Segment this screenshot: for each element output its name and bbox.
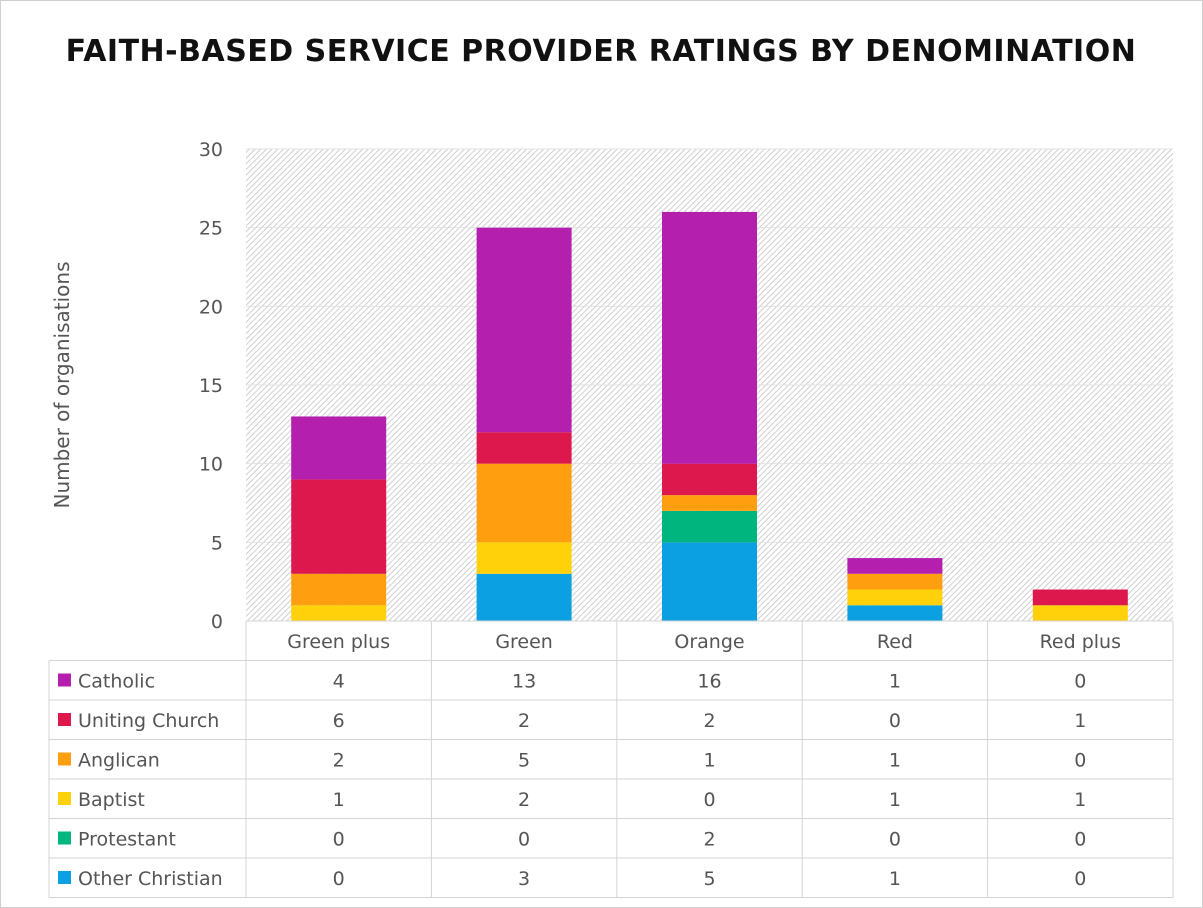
chart-title-line: FAITH-BASED SERVICE PROVIDER RATINGS BY … [66, 34, 1137, 69]
x-tick-label: Green [495, 631, 553, 653]
data-label: 2 [703, 829, 715, 851]
data-label: 2 [333, 750, 345, 772]
bar-segment [291, 605, 387, 621]
data-label: 1 [1074, 789, 1086, 811]
data-label: 1 [889, 789, 901, 811]
data-label: 1 [889, 750, 901, 772]
bar-segment [662, 510, 757, 543]
y-axis-label: Number of organisations [50, 261, 74, 508]
x-tick-label: Green plus [287, 631, 390, 653]
bar-segment [662, 463, 757, 496]
data-label: 0 [333, 868, 345, 890]
bar-segment [291, 479, 387, 574]
bar-segment [476, 573, 572, 621]
legend-swatch [58, 713, 71, 726]
bar-segment [662, 542, 757, 621]
legend-swatch [58, 792, 71, 805]
bar-segment [476, 227, 572, 433]
y-axis-ticks: 0 5 10 15 20 25 30 [199, 139, 223, 633]
y-tick-label: 30 [199, 139, 223, 161]
data-label: 16 [697, 671, 721, 693]
legend-swatch [58, 871, 71, 884]
x-tick-label: Orange [674, 631, 744, 653]
legend-label: Uniting Church [78, 710, 219, 732]
bar-segment [476, 542, 572, 574]
data-label: 2 [518, 789, 530, 811]
bar-segment [1032, 589, 1128, 606]
y-tick-label: 5 [211, 532, 223, 554]
data-label: 0 [518, 829, 530, 851]
data-label: 4 [333, 671, 345, 693]
bars [291, 211, 1128, 621]
y-tick-label: 20 [199, 296, 223, 318]
bar-segment [662, 211, 757, 464]
y-tick-label: 10 [199, 454, 223, 476]
data-table: Green plus Green Orange Red Red plus Catholic… [48, 620, 1174, 898]
legend-label: Catholic [78, 671, 155, 693]
bar-segment [847, 589, 943, 606]
data-label: 0 [1074, 671, 1086, 693]
data-label: 1 [1074, 710, 1086, 732]
bar-segment [1032, 605, 1128, 621]
data-label: 1 [333, 789, 345, 811]
data-label: 2 [518, 710, 530, 732]
bar-segment [847, 558, 943, 574]
data-label: 1 [889, 671, 901, 693]
legend-label: Other Christian [78, 868, 223, 890]
data-label: 1 [889, 868, 901, 890]
x-tick-label: Red [877, 631, 913, 653]
data-label: 13 [512, 671, 536, 693]
x-tick-label: Red plus [1040, 631, 1121, 653]
bar-segment [476, 432, 572, 464]
bar-segment [847, 605, 943, 621]
data-label: 0 [1074, 750, 1086, 772]
data-label: 0 [333, 829, 345, 851]
bar-segment [662, 495, 757, 511]
y-tick-label: 25 [199, 218, 223, 240]
y-tick-label: 0 [211, 611, 223, 633]
data-label: 0 [889, 829, 901, 851]
bar-segment [291, 416, 387, 480]
y-tick-label: 15 [199, 375, 223, 397]
legend-swatch [58, 831, 71, 845]
data-label: 0 [703, 789, 715, 811]
legend-label: Anglican [78, 750, 160, 772]
data-label: 0 [1074, 868, 1086, 890]
legend-swatch [58, 673, 71, 687]
data-label: 6 [333, 710, 345, 732]
data-label: 3 [518, 868, 530, 890]
data-label: 0 [889, 710, 901, 732]
legend-swatch [58, 752, 71, 766]
bar-segment [847, 573, 943, 590]
data-label: 2 [703, 710, 715, 732]
data-label: 5 [703, 868, 715, 890]
legend-label: Baptist [78, 789, 145, 811]
bar-segment [291, 573, 387, 606]
data-label: 1 [703, 750, 715, 772]
legend-label: Protestant [78, 829, 176, 851]
chart-title: FAITH-BASED SERVICE PROVIDER RATINGS BY … [66, 34, 1137, 69]
data-label: 5 [518, 750, 530, 772]
bar-segment [476, 463, 572, 543]
data-label: 0 [1074, 829, 1086, 851]
